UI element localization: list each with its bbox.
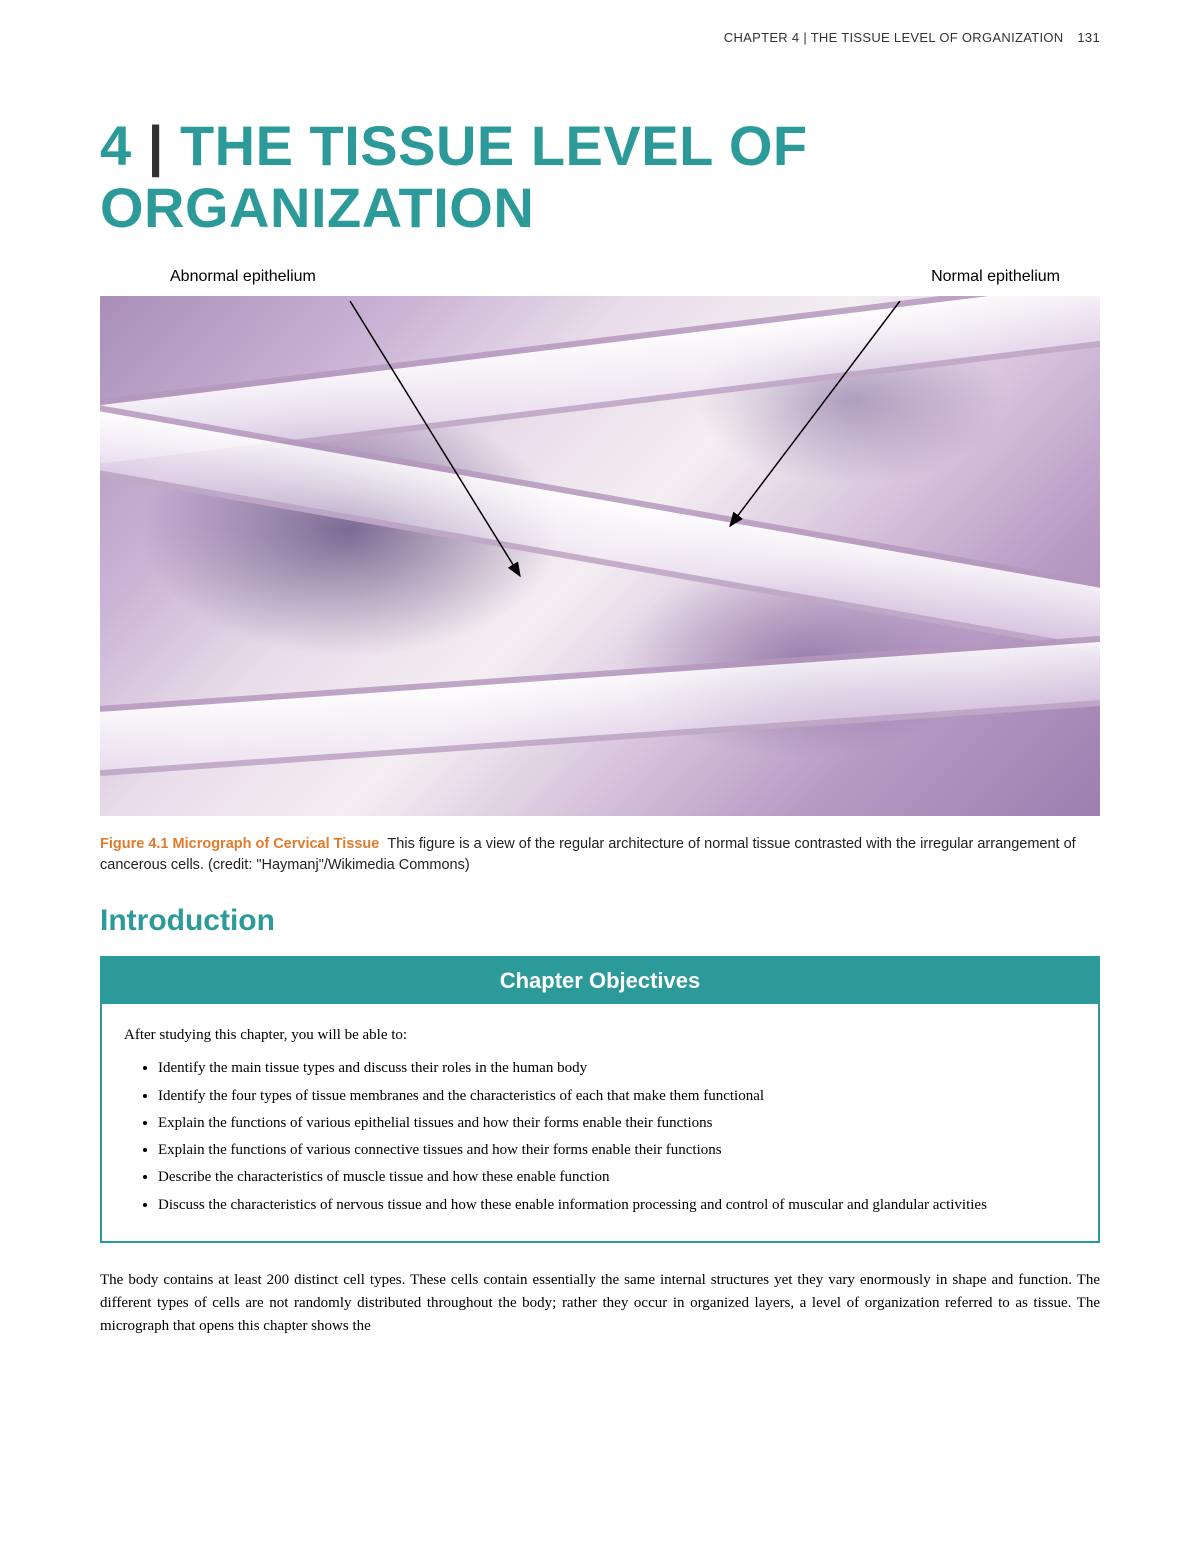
objectives-lead-in: After studying this chapter, you will be… <box>124 1024 1076 1047</box>
figure-label-normal: Normal epithelium <box>931 268 1060 286</box>
objective-item: Discuss the characteristics of nervous t… <box>158 1194 1076 1217</box>
body-paragraph: The body contains at least 200 distinct … <box>100 1269 1100 1339</box>
figure-caption: Figure 4.1 Micrograph of Cervical Tissue… <box>100 834 1100 876</box>
objective-item: Describe the characteristics of muscle t… <box>158 1166 1076 1189</box>
running-header: CHAPTER 4 | THE TISSUE LEVEL OF ORGANIZA… <box>100 30 1100 45</box>
micrograph-image <box>100 296 1100 816</box>
chapter-objectives-box: Chapter Objectives After studying this c… <box>100 956 1100 1243</box>
figure-arrows <box>100 296 1100 816</box>
chapter-objectives-body: After studying this chapter, you will be… <box>102 1004 1098 1241</box>
section-heading-introduction: Introduction <box>100 904 1100 938</box>
title-separator: | <box>148 114 164 177</box>
chapter-objectives-heading: Chapter Objectives <box>102 958 1098 1004</box>
chapter-number: 4 <box>100 114 132 177</box>
chapter-name: THE TISSUE LEVEL OF ORGANIZATION <box>100 114 808 239</box>
running-title: CHAPTER 4 | THE TISSUE LEVEL OF ORGANIZA… <box>724 30 1064 45</box>
pointer-arrow <box>350 301 520 576</box>
figure-labels: Abnormal epithelium Normal epithelium <box>100 268 1100 296</box>
page-number: 131 <box>1077 30 1100 45</box>
objective-item: Explain the functions of various connect… <box>158 1139 1076 1162</box>
objectives-list: Identify the main tissue types and discu… <box>158 1057 1076 1217</box>
figure-caption-label: Figure 4.1 Micrograph of Cervical Tissue <box>100 836 379 852</box>
objective-item: Identify the four types of tissue membra… <box>158 1085 1076 1108</box>
chapter-title: 4 | THE TISSUE LEVEL OF ORGANIZATION <box>100 115 1100 238</box>
pointer-arrow <box>730 301 900 526</box>
figure-4-1: Abnormal epithelium Normal epithelium <box>100 268 1100 816</box>
objective-item: Identify the main tissue types and discu… <box>158 1057 1076 1080</box>
figure-label-abnormal: Abnormal epithelium <box>170 268 316 286</box>
objective-item: Explain the functions of various epithel… <box>158 1112 1076 1135</box>
